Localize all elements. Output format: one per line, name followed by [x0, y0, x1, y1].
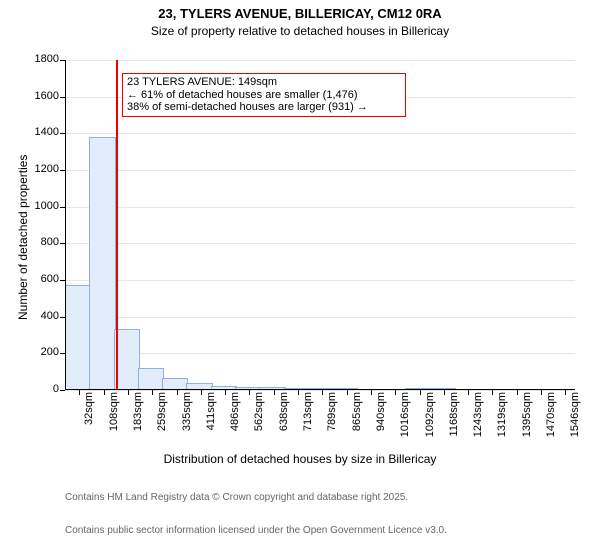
chart-subtitle: Size of property relative to detached ho…: [0, 24, 600, 38]
y-tick-label: 200: [25, 346, 59, 358]
x-tick: [249, 390, 250, 395]
x-tick-label: 108sqm: [108, 392, 120, 448]
gridline: [65, 353, 575, 354]
x-tick: [274, 390, 275, 395]
x-tick: [492, 390, 493, 395]
x-axis-line: [65, 389, 575, 390]
y-tick-label: 1400: [25, 126, 59, 138]
x-tick-label: 411sqm: [205, 392, 217, 448]
gridline: [65, 60, 575, 61]
x-tick: [468, 390, 469, 395]
gridline: [65, 170, 575, 171]
gridline: [65, 317, 575, 318]
plot-inner: 02004006008001000120014001600180023 TYLE…: [65, 60, 575, 390]
x-tick-label: 1395sqm: [521, 392, 533, 448]
x-tick-label: 562sqm: [253, 392, 265, 448]
x-tick-label: 259sqm: [156, 392, 168, 448]
histogram-bar: [89, 137, 115, 390]
x-tick: [371, 390, 372, 395]
annotation-line: 38% of semi-detached houses are larger (…: [127, 101, 401, 114]
x-tick: [177, 390, 178, 395]
y-tick-label: 0: [25, 383, 59, 395]
annotation-line: 23 TYLERS AVENUE: 149sqm: [127, 76, 401, 89]
x-tick-label: 183sqm: [132, 392, 144, 448]
x-tick: [152, 390, 153, 395]
gridline: [65, 207, 575, 208]
y-tick-label: 1600: [25, 90, 59, 102]
x-tick: [420, 390, 421, 395]
x-tick: [517, 390, 518, 395]
x-tick: [541, 390, 542, 395]
x-tick-label: 789sqm: [326, 392, 338, 448]
footnote-line2: Contains public sector information licen…: [65, 525, 447, 536]
x-tick: [322, 390, 323, 395]
x-tick-label: 1016sqm: [399, 392, 411, 448]
x-tick-label: 486sqm: [229, 392, 241, 448]
x-tick: [298, 390, 299, 395]
footnote: Contains HM Land Registry data © Crown c…: [65, 470, 447, 558]
chart-title: 23, TYLERS AVENUE, BILLERICAY, CM12 0RA: [0, 6, 600, 21]
gridline: [65, 280, 575, 281]
reference-line: [116, 60, 118, 390]
x-tick: [201, 390, 202, 395]
x-tick-label: 1319sqm: [496, 392, 508, 448]
footnote-line1: Contains HM Land Registry data © Crown c…: [65, 492, 447, 503]
annotation-box: 23 TYLERS AVENUE: 149sqm← 61% of detache…: [122, 73, 406, 117]
x-tick: [128, 390, 129, 395]
x-tick-label: 1243sqm: [472, 392, 484, 448]
y-tick: [60, 390, 65, 391]
x-tick: [347, 390, 348, 395]
x-tick: [565, 390, 566, 395]
chart-container: { "title": "23, TYLERS AVENUE, BILLERICA…: [0, 0, 600, 500]
x-axis-label: Distribution of detached houses by size …: [0, 452, 600, 466]
y-tick-label: 1000: [25, 200, 59, 212]
y-tick-label: 800: [25, 236, 59, 248]
gridline: [65, 243, 575, 244]
y-tick-label: 1800: [25, 53, 59, 65]
x-tick-label: 713sqm: [302, 392, 314, 448]
x-tick-label: 1092sqm: [424, 392, 436, 448]
x-tick-label: 335sqm: [181, 392, 193, 448]
x-tick-label: 940sqm: [375, 392, 387, 448]
annotation-line: ← 61% of detached houses are smaller (1,…: [127, 89, 401, 102]
y-tick-label: 400: [25, 310, 59, 322]
histogram-bar: [138, 368, 164, 390]
y-axis-line: [65, 60, 66, 390]
histogram-bar: [65, 285, 91, 391]
gridline: [65, 133, 575, 134]
gridline: [65, 390, 575, 391]
x-tick-label: 1470sqm: [545, 392, 557, 448]
plot-area: 02004006008001000120014001600180023 TYLE…: [65, 60, 575, 390]
x-tick: [225, 390, 226, 395]
y-tick-label: 1200: [25, 163, 59, 175]
x-tick-label: 1546sqm: [569, 392, 581, 448]
x-tick: [444, 390, 445, 395]
x-tick-label: 32sqm: [83, 392, 95, 448]
x-tick: [395, 390, 396, 395]
x-tick: [79, 390, 80, 395]
x-tick-label: 638sqm: [278, 392, 290, 448]
x-tick: [104, 390, 105, 395]
x-tick-label: 865sqm: [351, 392, 363, 448]
y-tick-label: 600: [25, 273, 59, 285]
x-tick-label: 1168sqm: [448, 392, 460, 448]
